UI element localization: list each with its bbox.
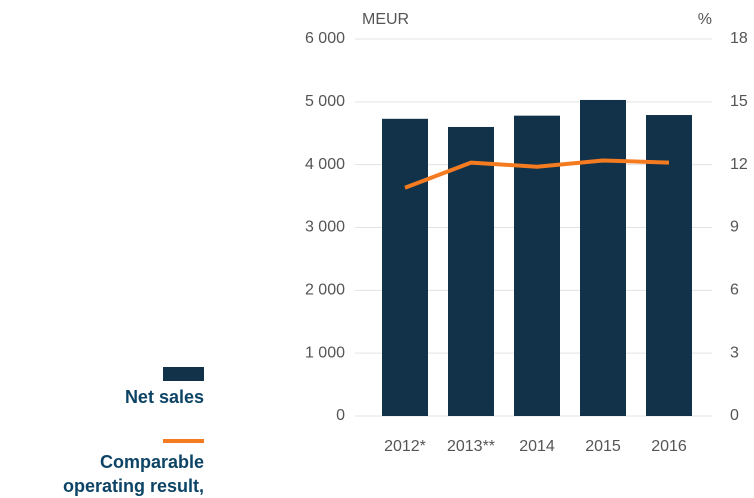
bar — [448, 126, 494, 416]
bar — [646, 115, 692, 417]
legend-swatch — [163, 367, 204, 381]
y2-tick-label: 12 — [730, 156, 748, 173]
y2-tick-label: 9 — [730, 219, 739, 236]
x-tick-label: 2015 — [585, 438, 621, 455]
bar — [514, 115, 560, 416]
x-tick-label: 2016 — [651, 438, 687, 455]
y2-tick-label: 3 — [730, 344, 739, 361]
y-tick-label: 5 000 — [305, 93, 345, 110]
y-tick-label: 4 000 — [305, 156, 345, 173]
line — [404, 158, 670, 190]
bar — [382, 118, 428, 416]
legend-label: Comparable operating result, % — [62, 452, 204, 496]
y2-tick-label: 15 — [730, 93, 748, 110]
y2-tick-label: 0 — [730, 407, 739, 424]
y-tick-label: 2 000 — [305, 282, 345, 299]
y-tick-label: 1 000 — [305, 344, 345, 361]
legend-label: Net sales — [124, 387, 204, 407]
y-tick-label: 3 000 — [305, 219, 345, 236]
x-tick-label: 2013** — [447, 438, 495, 455]
bar — [580, 99, 626, 416]
y2-tick-label: 18 — [730, 30, 748, 47]
y-tick-label: 0 — [336, 407, 345, 424]
y2-axis-label: % — [698, 11, 712, 28]
x-tick-label: 2012* — [384, 438, 426, 455]
y-axis-label: MEUR — [362, 11, 409, 28]
y-tick-label: 6 000 — [305, 30, 345, 47]
y2-tick-label: 6 — [730, 282, 739, 299]
legend-swatch — [163, 439, 204, 443]
x-tick-label: 2014 — [519, 438, 555, 455]
